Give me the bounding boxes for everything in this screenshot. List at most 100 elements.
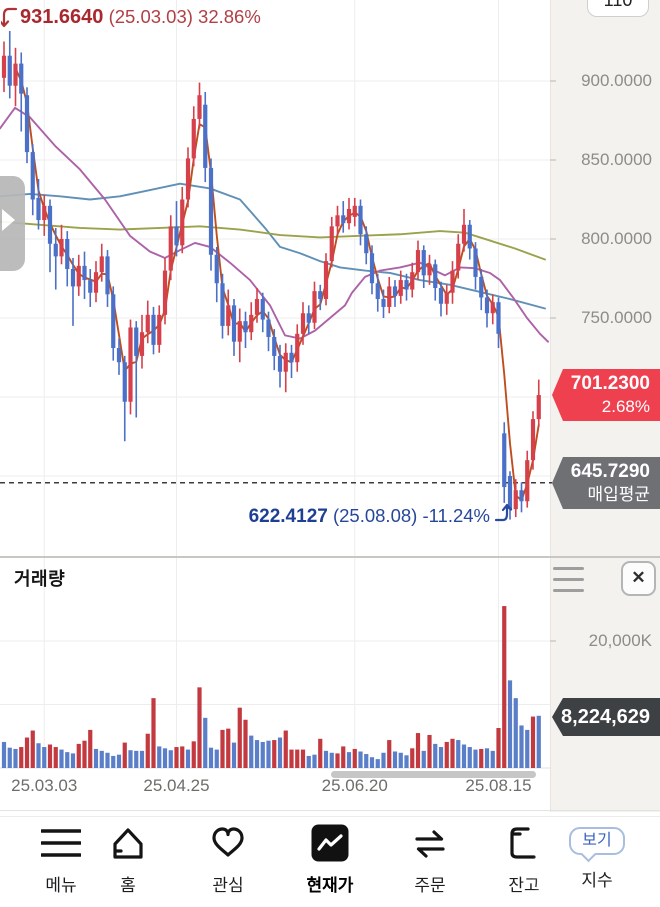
volume-bar: [507, 680, 513, 768]
candle: [162, 270, 168, 315]
nav-item-index[interactable]: 지수: [552, 823, 642, 891]
candle: [226, 305, 231, 326]
date-axis-label: 25.04.25: [143, 776, 210, 795]
high-annotation: 931.6640 (25.03.03) 32.86%: [20, 6, 261, 29]
candle: [507, 476, 513, 510]
close-icon: ✕: [631, 568, 646, 587]
current-price-badge: 701.2300 2.68%: [552, 369, 660, 421]
candle: [214, 254, 219, 284]
volume-bar: [237, 707, 242, 768]
side-drawer-handle[interactable]: [0, 176, 25, 271]
candle: [231, 305, 237, 342]
nav-item-balance[interactable]: 잔고: [479, 823, 569, 896]
volume-bar: [1, 741, 7, 768]
nav-item-label: 메뉴: [45, 876, 77, 895]
candle: [174, 226, 179, 246]
candle: [203, 104, 208, 168]
candle: [208, 167, 214, 255]
nav-item-heart[interactable]: 관심: [183, 823, 273, 896]
candle: [410, 272, 415, 290]
candles: [1, 30, 541, 520]
volume-bar: [105, 752, 110, 768]
candle: [364, 234, 369, 254]
volume-bar: [76, 743, 81, 768]
volume-bar: [410, 748, 415, 768]
candle: [536, 395, 541, 420]
chart-period-button[interactable]: 110: [587, 0, 649, 17]
candle: [375, 283, 380, 300]
volume-bar: [116, 754, 122, 768]
candle: [185, 158, 191, 200]
orders-icon: [410, 823, 450, 868]
volume-bar: [157, 746, 162, 768]
volume-bar: [479, 748, 484, 768]
candle: [421, 250, 426, 276]
candle: [168, 226, 173, 271]
candlestick-chart[interactable]: [0, 0, 660, 556]
section-divider: [0, 556, 660, 558]
candle: [456, 243, 461, 271]
candle: [358, 205, 363, 235]
candle: [461, 224, 467, 244]
nav-item-label: 홈: [120, 876, 136, 895]
volume-bar: [352, 748, 357, 768]
chart-period-label: 110: [603, 0, 633, 10]
candle: [277, 355, 283, 372]
nav-item-home[interactable]: 홈: [83, 823, 173, 896]
average-price: 645.7290: [570, 461, 650, 482]
candle: [335, 215, 340, 227]
candle: [300, 313, 306, 334]
volume-bar: [467, 747, 472, 768]
candle: [433, 264, 438, 288]
volume-bar: [59, 749, 64, 768]
volume-bar: [249, 735, 254, 768]
low-change: -11.24%: [422, 505, 490, 526]
candle: [145, 314, 150, 333]
volume-bar: [433, 743, 438, 768]
candle: [312, 291, 317, 323]
nav-item-chart[interactable]: 현재가: [285, 823, 375, 896]
nav-item-orders[interactable]: 주문: [385, 823, 475, 896]
candle: [180, 199, 185, 246]
volume-bar: [128, 750, 133, 768]
ma-line-olive: [0, 220, 546, 261]
candle: [105, 256, 110, 295]
current-volume-badge: 8,224,629: [552, 698, 660, 736]
candle: [128, 327, 133, 402]
volume-bar: [364, 754, 369, 768]
volume-bars: [1, 606, 541, 768]
volume-bar: [381, 752, 386, 768]
volume-bar: [438, 747, 444, 768]
volume-settings-icon[interactable]: [553, 567, 584, 600]
average-label: 매입평균: [587, 485, 650, 504]
candle: [134, 327, 139, 356]
volume-bar: [214, 749, 219, 768]
volume-bar: [519, 725, 524, 768]
view-badge[interactable]: 보기: [569, 827, 625, 855]
candle: [323, 261, 329, 300]
volume-bar: [254, 740, 260, 768]
candle: [260, 299, 265, 320]
volume-bar: [220, 729, 225, 768]
candle: [519, 490, 524, 502]
volume-bar: [139, 750, 145, 768]
candle: [191, 118, 196, 159]
volume-bar: [490, 750, 495, 768]
nav-item-menu[interactable]: 메뉴: [16, 823, 106, 896]
low-date: (25.08.08): [332, 505, 418, 526]
volume-chart[interactable]: [0, 558, 660, 769]
horizontal-scrollbar[interactable]: [331, 771, 536, 778]
volume-axis-label: 20,000K: [588, 631, 652, 650]
volume-bar: [19, 747, 24, 768]
candle: [484, 297, 490, 314]
volume-bar: [185, 749, 191, 768]
price-axis-label: 750.0000: [581, 308, 652, 327]
candle: [369, 253, 375, 284]
candle: [306, 313, 311, 323]
volume-bar: [513, 698, 518, 768]
volume-close-button[interactable]: ✕: [621, 561, 656, 596]
candle: [530, 419, 536, 461]
volume-bar: [450, 738, 455, 768]
candle: [237, 321, 242, 342]
